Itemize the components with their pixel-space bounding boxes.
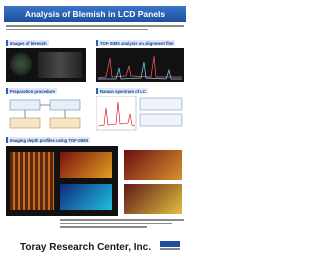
section-title: Images of blemish — [6, 40, 49, 46]
blemish-images — [6, 48, 86, 82]
depth-profile-images — [6, 146, 118, 216]
section-title: Raman spectrum of LC — [96, 88, 148, 94]
poster: {"header": {"title": "Analysis of Blemis… — [4, 6, 186, 253]
title: Analysis of Blemish in LCD Panels — [4, 6, 186, 22]
section-title: Imaging depth profiles using TOF-SIMS — [6, 137, 91, 143]
section-title: Preparation procedure — [6, 88, 57, 94]
tof-sims-spectra — [96, 48, 184, 82]
logo — [158, 238, 182, 252]
company-name: Toray Research Center, Inc. — [20, 242, 151, 253]
section-title: TOF-SIMS analysis on alignment film — [96, 40, 176, 46]
intro-text — [6, 25, 184, 33]
procedure-diagram — [9, 99, 81, 129]
spectra — [97, 55, 182, 80]
3d-cube-image — [124, 150, 182, 180]
3d-cube-image — [124, 184, 182, 214]
caption-text — [60, 219, 184, 233]
raman-spectrum — [96, 96, 183, 131]
